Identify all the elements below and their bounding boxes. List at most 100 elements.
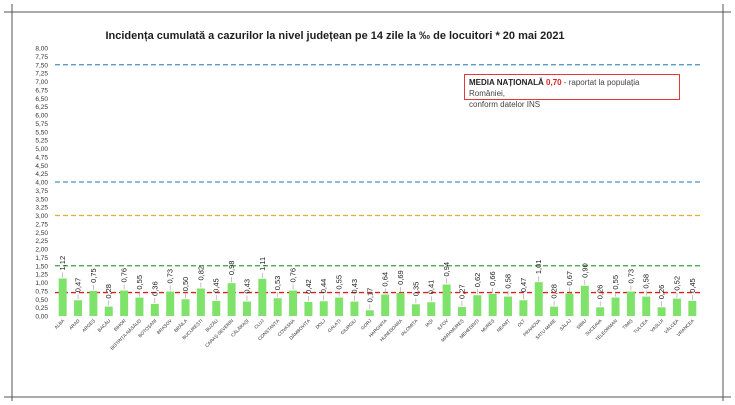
bar — [457, 306, 466, 316]
x-tick-label: DOLJ — [315, 318, 327, 330]
data-label: 0,64 — [381, 272, 390, 287]
bar — [289, 290, 298, 316]
x-tick-label: ALBA — [54, 318, 67, 331]
y-tick-label: 4,25 — [35, 171, 48, 178]
bar — [58, 278, 67, 316]
x-tick-label: SIBIU — [576, 318, 588, 330]
data-label: 0,26 — [657, 285, 666, 300]
legend-label-strong: MEDIA NAȚIONALĂ — [469, 78, 544, 87]
bar-series — [58, 278, 697, 316]
bar — [688, 300, 697, 316]
y-tick-label: 6,50 — [35, 96, 48, 103]
bar — [396, 292, 405, 316]
y-tick-label: 6,00 — [35, 113, 48, 120]
bar — [135, 297, 144, 316]
data-label: 0,58 — [642, 274, 651, 289]
bar — [381, 294, 390, 316]
y-tick-label: 0,50 — [35, 297, 48, 304]
data-label: 0,47 — [519, 278, 528, 293]
data-label: 0,17 — [365, 288, 374, 303]
x-tick-label: NEAMȚ — [496, 318, 511, 333]
data-label: 0,90 — [580, 263, 589, 278]
bar — [196, 288, 205, 316]
data-label: 0,50 — [181, 277, 190, 292]
y-tick-label: 5,00 — [35, 146, 48, 153]
y-tick-label: 0,25 — [35, 305, 48, 312]
data-label: 0,45 — [688, 278, 697, 293]
y-tick-label: 7,00 — [35, 79, 48, 86]
bar — [89, 290, 98, 316]
data-label: 0,55 — [611, 275, 620, 290]
x-tick-label: BACĂU — [96, 317, 111, 332]
y-tick-label: 6,25 — [35, 104, 48, 111]
frame-lines — [4, 4, 731, 401]
x-tick-label: ARGEȘ — [81, 318, 96, 333]
data-label: 0,98 — [227, 261, 236, 276]
bar — [120, 290, 129, 316]
bar — [166, 291, 175, 316]
bar — [519, 300, 528, 316]
y-tick-label: 6,75 — [35, 87, 48, 94]
data-label: 0,35 — [411, 282, 420, 297]
bar — [104, 306, 113, 316]
data-label: 0,27 — [457, 284, 466, 299]
data-labels: 1,12 0,47 0,75 0,28 0,76 0,55 0,36 0,73 0,50 0,82… — [58, 256, 697, 310]
bar — [611, 297, 620, 316]
y-tick-label: 4,00 — [35, 180, 48, 187]
y-tick-label: 4,75 — [35, 154, 48, 161]
bar — [258, 278, 267, 316]
data-label: 0,28 — [104, 284, 113, 299]
data-label: 0,73 — [166, 269, 175, 284]
data-label: 0,55 — [335, 275, 344, 290]
x-tick-label: MUREȘ — [480, 318, 495, 333]
bar — [319, 301, 328, 316]
data-label: 0,44 — [319, 279, 328, 294]
data-label: 0,43 — [242, 279, 251, 294]
y-tick-label: 5,75 — [35, 121, 48, 128]
x-tick-label: GIURGIU — [340, 318, 357, 335]
bar — [565, 293, 574, 316]
legend-label-rest: - raportat la populația României, — [469, 78, 640, 98]
y-tick-label: 3,25 — [35, 205, 48, 212]
y-tick-label: 2,50 — [35, 230, 48, 237]
y-axis: 0,00 0,250,50 0,751,001,25 1,501,752,00 2,25… — [35, 46, 48, 321]
bar — [150, 303, 159, 316]
data-label: 1,01 — [534, 260, 543, 275]
data-label: 0,66 — [488, 271, 497, 286]
data-label: 0,76 — [120, 268, 129, 283]
data-label: 1,12 — [58, 256, 67, 271]
y-tick-label: 8,00 — [35, 46, 48, 53]
bar — [212, 300, 221, 316]
data-label: 0,76 — [289, 268, 298, 283]
bar — [365, 310, 374, 316]
data-label: 1,11 — [258, 257, 267, 271]
data-label: 0,52 — [672, 276, 681, 291]
bar — [304, 301, 313, 316]
data-label: 0,41 — [427, 280, 436, 295]
bar — [672, 298, 681, 316]
data-label: 0,26 — [596, 285, 605, 300]
data-label: 0,53 — [273, 276, 282, 291]
bar — [642, 296, 651, 316]
bar — [657, 307, 666, 316]
x-tick-label: GORJ — [360, 318, 373, 331]
x-tick-label: IALOMIȚA — [400, 318, 419, 337]
bar — [534, 282, 543, 316]
bar — [427, 302, 436, 316]
x-tick-label: BRAȘOV — [156, 318, 174, 336]
data-label: 0,73 — [626, 269, 635, 284]
data-label: 0,42 — [304, 279, 313, 294]
y-tick-label: 2,00 — [35, 247, 48, 254]
y-tick-label: 4,50 — [35, 163, 48, 170]
x-tick-label: ILFOV — [436, 318, 450, 332]
threshold-lines — [55, 64, 700, 294]
bar — [504, 296, 513, 316]
bar — [473, 295, 482, 316]
y-tick-label: 3,00 — [35, 213, 48, 220]
x-tick-label: CLUJ — [253, 318, 265, 330]
y-tick-label: 2,25 — [35, 238, 48, 245]
data-label: 0,69 — [396, 270, 405, 285]
y-tick-label: 1,25 — [35, 272, 48, 279]
y-tick-label: 1,50 — [35, 263, 48, 270]
y-tick-label: 7,75 — [35, 54, 48, 61]
